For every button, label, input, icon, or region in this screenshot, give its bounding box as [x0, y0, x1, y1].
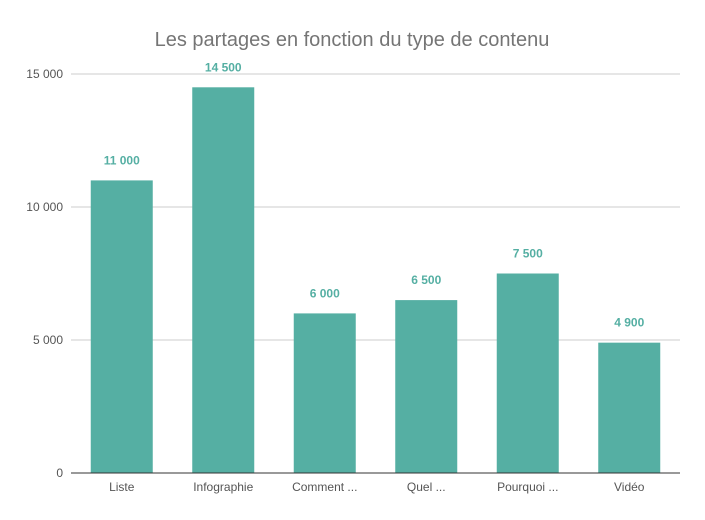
gridlines — [71, 73, 680, 341]
x-axis-ticks: Liste Infographie Comment ... Quel ... Pourq… — [109, 480, 645, 494]
data-label: 7 500 — [513, 247, 543, 261]
data-label: 6 000 — [310, 286, 340, 300]
x-tick-label: Comment ... — [292, 480, 357, 494]
data-label: 14 500 — [205, 60, 242, 74]
y-tick-label: 10 000 — [26, 200, 63, 214]
x-tick-label: Quel ... — [407, 480, 446, 494]
x-tick-label: Pourquoi ... — [497, 480, 558, 494]
x-tick-label: Infographie — [193, 480, 253, 494]
bars — [90, 87, 661, 474]
chart-title: Les partages en fonction du type de cont… — [155, 29, 550, 51]
data-labels: 11 000 14 500 6 000 6 500 7 500 4 900 — [104, 60, 645, 329]
data-label: 6 500 — [411, 273, 441, 287]
bar — [293, 313, 356, 473]
data-label: 11 000 — [104, 153, 140, 167]
bar — [192, 87, 255, 474]
x-tick-label: Vidéo — [614, 480, 645, 494]
bar — [598, 342, 661, 473]
bar — [90, 180, 153, 473]
y-tick-label: 5 000 — [33, 333, 63, 347]
bar — [496, 273, 559, 473]
x-tick-label: Liste — [109, 480, 135, 494]
y-axis-ticks: 0 5 000 10 000 15 000 — [26, 67, 63, 480]
y-tick-label: 0 — [56, 466, 63, 480]
data-label: 4 900 — [614, 316, 644, 330]
y-tick-label: 15 000 — [26, 67, 63, 81]
bar — [395, 300, 458, 473]
